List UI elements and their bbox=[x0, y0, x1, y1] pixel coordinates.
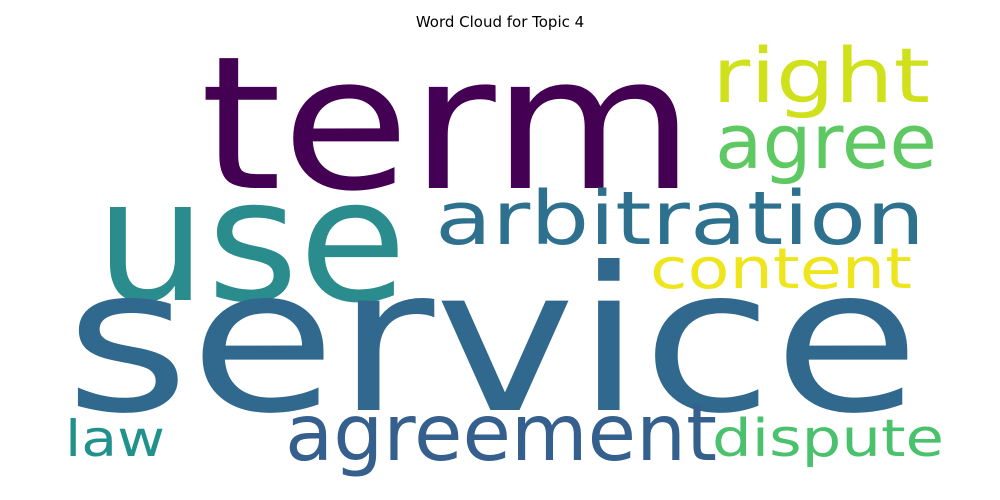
word-use: use bbox=[95, 143, 407, 341]
word-term: term bbox=[200, 16, 695, 232]
word-agreement: agreement bbox=[285, 389, 717, 479]
word-law: law bbox=[65, 410, 165, 468]
word-agree: agree bbox=[715, 97, 937, 186]
word-dispute: dispute bbox=[712, 409, 944, 469]
chart-title: Word Cloud for Topic 4 bbox=[415, 13, 585, 31]
word-right: right bbox=[712, 31, 930, 120]
word-arbitration: arbitration bbox=[435, 176, 925, 262]
word-content: content bbox=[650, 237, 912, 302]
word-service: service bbox=[65, 225, 920, 458]
